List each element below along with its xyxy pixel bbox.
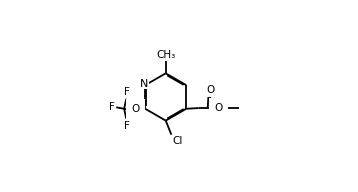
Text: N: N bbox=[140, 79, 149, 89]
Text: F: F bbox=[124, 87, 130, 97]
Text: Cl: Cl bbox=[172, 136, 183, 146]
Text: F: F bbox=[124, 121, 130, 131]
Text: CH₃: CH₃ bbox=[156, 50, 175, 60]
Text: O: O bbox=[214, 103, 223, 113]
Text: O: O bbox=[131, 104, 139, 114]
Text: O: O bbox=[206, 85, 214, 95]
Text: F: F bbox=[108, 102, 115, 112]
